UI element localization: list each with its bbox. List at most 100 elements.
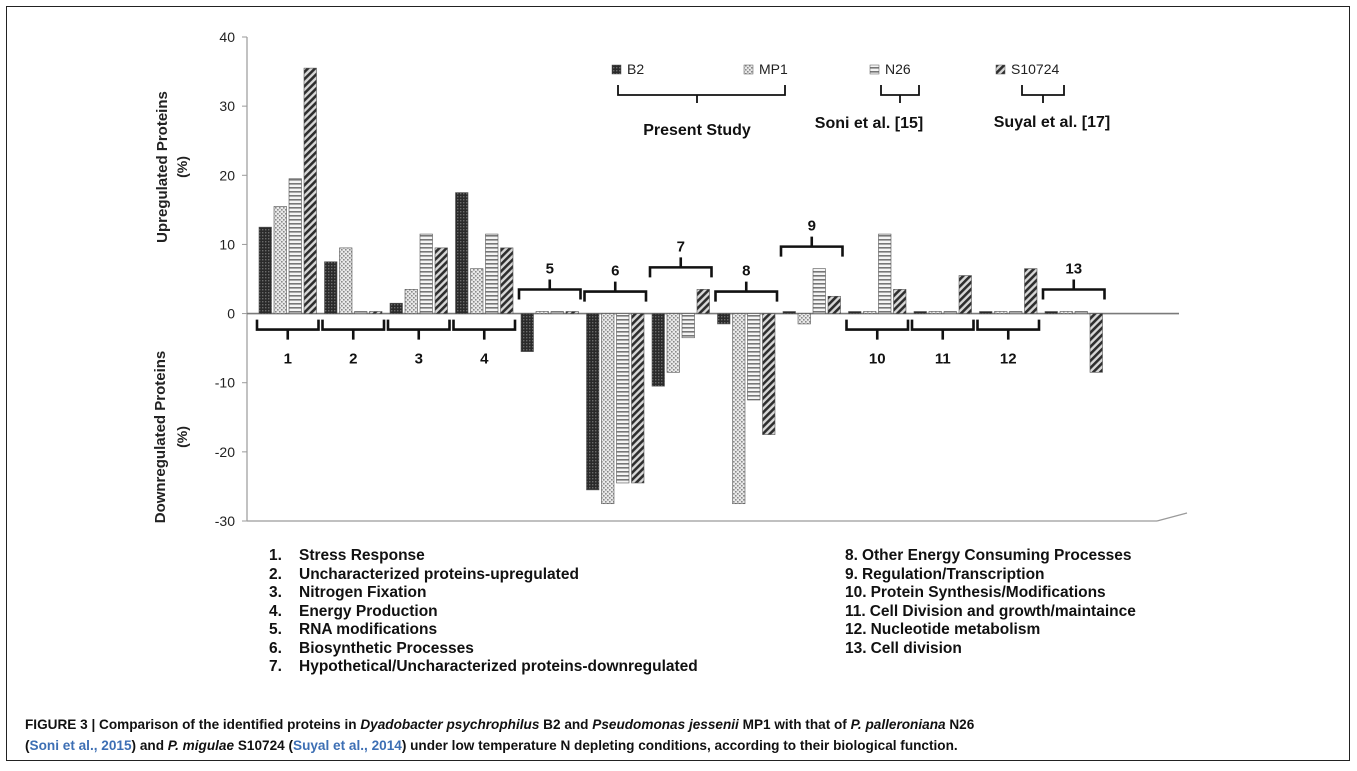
bar-g10-MP1-up (863, 311, 877, 314)
category-text: RNA modifications (299, 621, 438, 638)
bar-g11-S10724-up (958, 275, 972, 314)
category-text: Regulation/Transcription (861, 565, 1045, 583)
study-brace-1 (880, 85, 920, 103)
category-legend-right: 8. Other Energy Consuming Processes 9. Regu… (845, 547, 1136, 658)
study-brace-2 (1021, 85, 1065, 103)
bar-g6-S10724-down (631, 313, 645, 484)
y-axis-title-down: Downregulated Proteins (152, 351, 169, 524)
group-brace-7 (648, 257, 713, 278)
legend-label-N26: N26 (885, 61, 911, 77)
bar-g12-S10724-up (1024, 268, 1038, 314)
group-label: 12 (1000, 351, 1017, 368)
bar-g8-B2-down (717, 313, 731, 325)
group-label: 13 (1065, 260, 1082, 277)
bar-g11-N26-up (943, 311, 957, 314)
y-tick-label: 20 (219, 167, 235, 183)
category-text: Uncharacterized proteins-upregulated (299, 565, 579, 583)
caption-citation-link[interactable]: Soni et al., 2015 (29, 737, 132, 753)
bar-g7-MP1-down (666, 313, 680, 373)
bar-g6-B2-down (586, 313, 600, 491)
y-tick-label: -30 (215, 513, 235, 529)
bar-g13-B2-up (1044, 311, 1058, 314)
group-brace-8 (714, 281, 779, 302)
bar-g1-S10724-up (303, 67, 317, 314)
category-text: Biosynthetic Processes (299, 639, 474, 657)
y-tick-label: -20 (215, 444, 235, 460)
bar-g10-N26-up (878, 233, 892, 314)
caption-prefix: FIGURE 3 | Comparison of the identified … (25, 717, 361, 732)
caption-species-2: Pseudomonas jessenii (592, 717, 739, 732)
category-legend-item: 6. Biosynthetic Processes (269, 640, 698, 659)
caption-text-1: B2 and (539, 717, 593, 732)
y-axis-title-up: Upregulated Proteins (154, 91, 171, 243)
legend-label-S10724: S10724 (1011, 61, 1059, 77)
bar-g5-MP1-up (535, 311, 549, 314)
bar-g2-N26-up (354, 311, 368, 314)
bar-g13-S10724-down (1089, 313, 1103, 373)
bottom-baseline-edge (1156, 512, 1188, 522)
category-text: Protein Synthesis/Modifications (870, 584, 1106, 601)
bar-g4-S10724-up (500, 247, 514, 314)
group-label: 2 (349, 351, 357, 368)
group-brace-4 (452, 319, 517, 340)
legend-swatch-S10724 (995, 64, 1006, 75)
study-annotation: Soni et al. [15] (815, 115, 923, 132)
legend-label-MP1: MP1 (759, 61, 788, 77)
bar-g12-MP1-up (994, 311, 1008, 314)
bar-g7-N26-down (681, 313, 695, 339)
bar-g7-B2-down (651, 313, 665, 387)
bar-g1-B2-up (258, 226, 272, 314)
category-number: 12. (845, 621, 867, 638)
group-label: 3 (415, 351, 423, 368)
bar-g4-N26-up (485, 233, 499, 314)
group-label: 7 (677, 238, 685, 255)
category-legend-item: 2. Uncharacterized proteins-upregulated (269, 566, 698, 585)
group-label: 8 (742, 263, 750, 280)
bar-g9-MP1-down (797, 313, 811, 325)
bar-g9-N26-up (812, 268, 826, 314)
category-legend-item: 12. Nucleotide metabolism (845, 621, 1136, 640)
bar-g9-S10724-up (827, 295, 841, 314)
y-axis-unit-up: (%) (174, 156, 190, 178)
study-annotation: Suyal et al. [17] (994, 114, 1111, 131)
bar-g4-MP1-up (470, 268, 484, 314)
y-tick-label: 10 (219, 236, 235, 252)
y-tick-label: 40 (219, 29, 235, 45)
bar-g9-B2-up (782, 311, 796, 314)
category-legend-item: 5. RNA modifications (269, 621, 698, 640)
category-number: 2. (269, 565, 282, 583)
bar-g8-N26-down (747, 313, 761, 401)
caption-species-1: Dyadobacter psychrophilus (360, 717, 540, 732)
bar-g1-N26-up (288, 178, 302, 314)
group-label: 4 (480, 351, 489, 368)
caption-citation-link[interactable]: Suyal et al., 2014 (293, 737, 402, 753)
category-number: 3. (269, 584, 282, 601)
caption-text-4: and (136, 737, 168, 753)
category-legend-left: 1. Stress Response 2. Uncharacterized prote… (269, 547, 698, 677)
bar-g10-B2-up (848, 311, 862, 314)
legend-swatch-MP1 (743, 64, 754, 75)
bar-g1-MP1-up (273, 206, 287, 314)
category-text: Hypothetical/Uncharacterized proteins-do… (299, 658, 698, 675)
group-brace-9 (779, 236, 844, 257)
category-text: Other Energy Consuming Processes (861, 547, 1132, 564)
y-axis-unit-down: (%) (174, 426, 190, 448)
group-label: 11 (935, 351, 951, 368)
caption-text-5: S10724 ( (234, 737, 293, 753)
group-label: 5 (546, 260, 554, 277)
category-legend-item: 3. Nitrogen Fixation (269, 584, 698, 603)
group-brace-5 (517, 279, 582, 300)
group-label: 6 (611, 263, 619, 280)
category-legend-item: 7. Hypothetical/Uncharacterized proteins-… (269, 658, 698, 677)
group-brace-11 (910, 319, 975, 340)
group-brace-10 (845, 319, 910, 340)
caption-species-3: P. palleroniana (850, 717, 946, 732)
category-number: 9. (845, 565, 858, 583)
category-legend-item: 13. Cell division (845, 640, 1136, 659)
caption-open-paren: ( (25, 737, 30, 753)
bar-g7-S10724-up (696, 289, 710, 314)
caption-species-4: P. migulae (167, 737, 235, 753)
group-label: 10 (869, 351, 886, 368)
bar-g6-N26-down (616, 313, 630, 484)
figure-caption: FIGURE 3 | Comparison of the identified … (25, 715, 1345, 756)
